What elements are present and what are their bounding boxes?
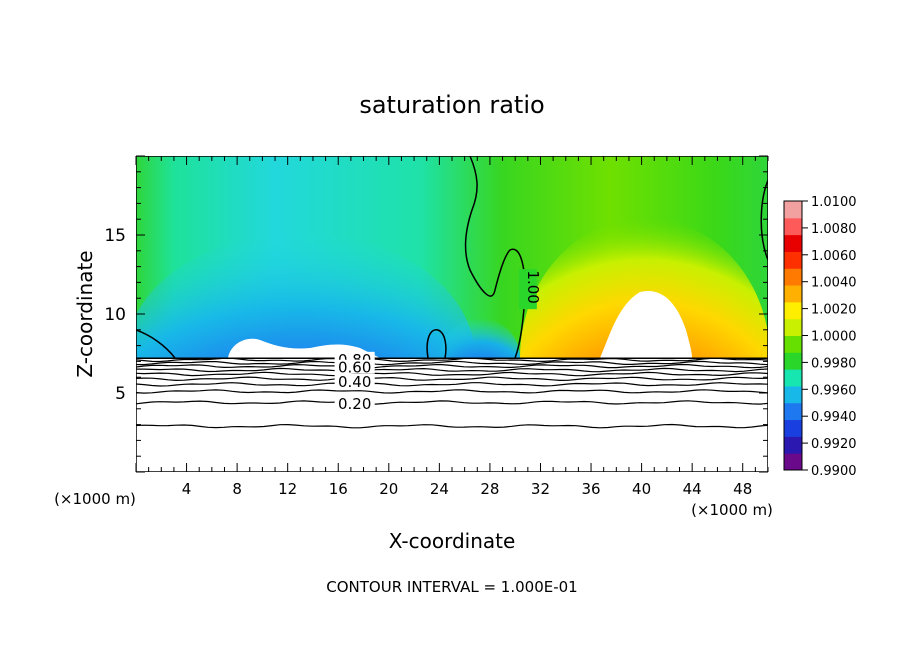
- x-tick-label: 44: [683, 480, 702, 498]
- colorbar-segment: [784, 201, 802, 219]
- colorbar-label: 1.0040: [811, 276, 857, 291]
- colorbar-label: 0.9900: [811, 464, 857, 479]
- contour-line: [136, 363, 768, 369]
- contour-line: [136, 423, 768, 429]
- colorbar-segment: [784, 318, 802, 336]
- y-axis-label: Z-coordinate: [73, 250, 97, 377]
- x-axis: 4 8 12 16 20 24 28 32 36 40 44 48: [135, 156, 769, 498]
- colorbar-label: 0.9940: [811, 410, 857, 425]
- contour-interval-note: CONTOUR INTERVAL = 1.000E-01: [326, 578, 577, 596]
- x-tick-label: 8: [232, 480, 242, 498]
- y-tick-label: 15: [104, 226, 126, 246]
- colorbar-segment: [784, 385, 802, 404]
- x-unit-right: (×1000 m): [691, 501, 773, 519]
- x-tick-label: 20: [379, 480, 398, 498]
- colorbar-segment: [784, 369, 802, 387]
- colorbar-label: 1.0020: [811, 303, 857, 318]
- colorbar: 0.9900 0.9920 0.9940 0.9960 0.9980 1.0000 1.00…: [783, 195, 857, 479]
- colorbar-label: 1.0000: [811, 330, 857, 345]
- contour-1-00-left: [136, 329, 176, 359]
- colorbar-segment: [784, 285, 802, 303]
- contour-line: [136, 389, 768, 394]
- contour-line: [136, 400, 768, 405]
- x-tick-label: 48: [733, 480, 752, 498]
- colorbar-segment: [784, 419, 802, 437]
- x-tick-label: 36: [581, 480, 600, 498]
- colorbar-segment: [784, 301, 802, 320]
- field-area: [136, 156, 768, 472]
- colorbar-segment: [784, 453, 802, 471]
- colorbar-label: 1.0060: [811, 249, 857, 264]
- colorbar-segment: [784, 402, 802, 421]
- colorbar-segment: [784, 251, 802, 269]
- colorbar-segment: [784, 436, 802, 454]
- chart-title: saturation ratio: [359, 91, 544, 119]
- x-tick-label: 32: [531, 480, 550, 498]
- colorbar-segment: [784, 335, 802, 353]
- colorbar-label: 1.0080: [811, 222, 857, 237]
- x-axis-label: X-coordinate: [389, 529, 516, 553]
- contour-label-bg: [334, 359, 375, 374]
- colorbar-label: 0.9980: [811, 356, 857, 371]
- contour-line: [136, 371, 768, 377]
- x-tick-label: 24: [430, 480, 449, 498]
- x-tick-label: 40: [632, 480, 651, 498]
- colorbar-label: 0.9920: [811, 437, 857, 452]
- contour-line: [136, 357, 768, 363]
- x-tick-label: 28: [480, 480, 499, 498]
- contour-line: [136, 367, 768, 373]
- contour-line: [136, 382, 768, 387]
- colorbar-label: 0.9960: [811, 383, 857, 398]
- moist-core-right: [600, 290, 692, 358]
- contour-label: 0.60: [338, 359, 371, 377]
- colorbar-segment: [784, 234, 802, 252]
- x-tick-label: 4: [182, 480, 192, 498]
- contour-label-bg: [518, 269, 537, 310]
- x-tick-label: 12: [278, 480, 297, 498]
- contour-1-00-small: [426, 329, 447, 359]
- contour-label: 1.00: [524, 270, 542, 303]
- contour-label-bg: [334, 396, 375, 411]
- contour-label-bg: [334, 373, 375, 388]
- colorbar-segment: [784, 268, 802, 286]
- contour-lines: [136, 357, 768, 429]
- colorbar-segment: [784, 217, 802, 236]
- colorbar-segment: [784, 352, 802, 370]
- y-axis: 5 10 15: [104, 155, 768, 473]
- y-tick-label: 10: [104, 305, 126, 325]
- contour-1-00-right: [760, 179, 768, 261]
- x-tick-label: 16: [329, 480, 348, 498]
- x-unit-left: (×1000 m): [54, 490, 136, 508]
- contour-labels: 1.000.800.600.400.20: [334, 269, 542, 413]
- y-tick-label: 5: [115, 384, 126, 404]
- contour-line: [136, 360, 768, 366]
- contour-label: 0.20: [338, 395, 371, 413]
- contour-line: [136, 376, 768, 382]
- colorbar-label: 1.0100: [811, 195, 857, 210]
- contour-label: 0.40: [338, 373, 371, 391]
